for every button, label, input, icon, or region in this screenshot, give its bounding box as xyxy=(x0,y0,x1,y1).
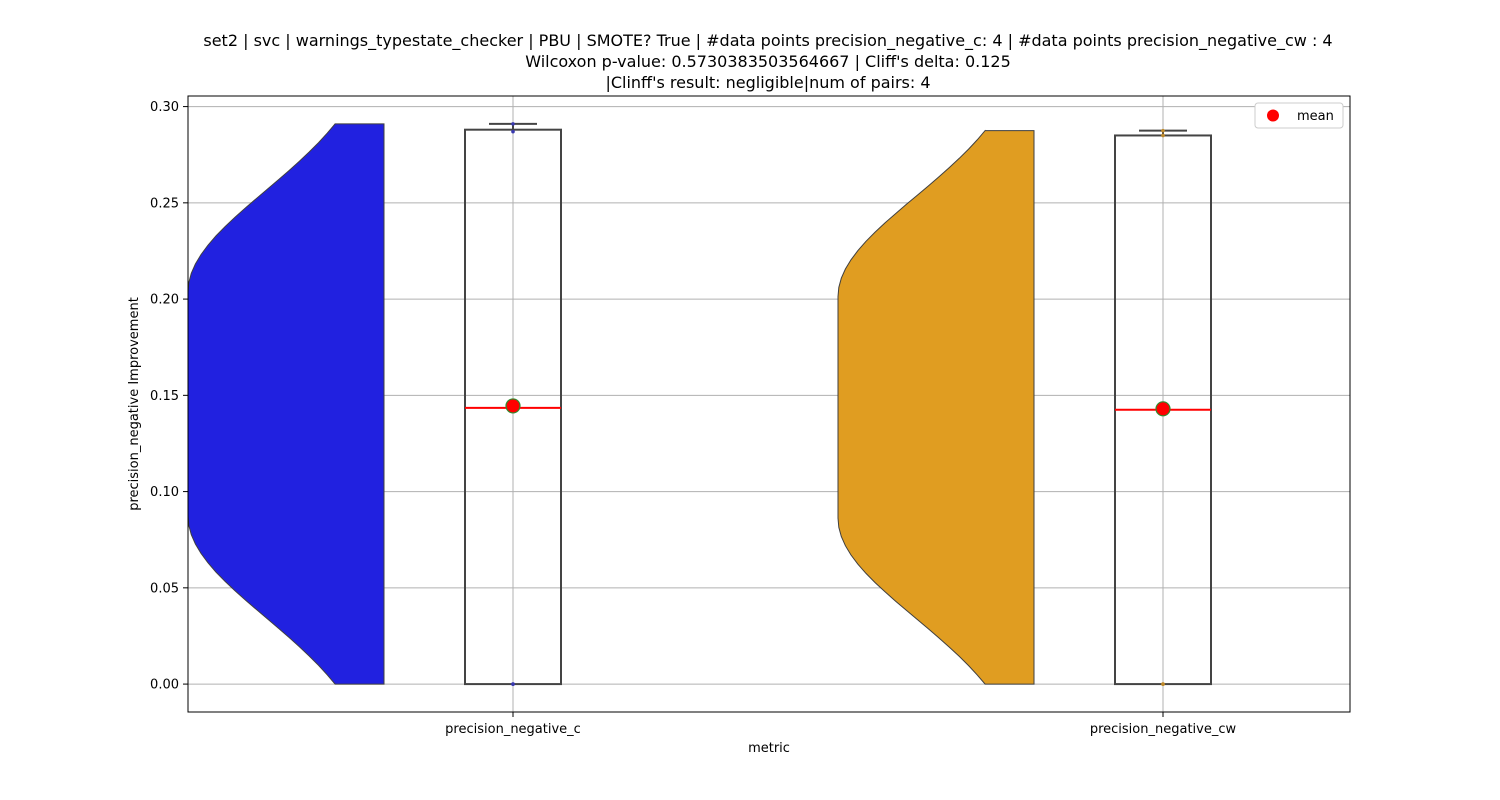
x-tick-label: precision_negative_cw xyxy=(1090,722,1237,737)
data-point xyxy=(1161,128,1165,133)
y-tick-label: 0.25 xyxy=(150,196,179,211)
plot-frame xyxy=(187,95,1351,713)
chart-title-line-3: |Clinff's result: negligible|num of pair… xyxy=(605,73,930,92)
chart-title-line-2: Wilcoxon p-value: 0.5730383503564667 | C… xyxy=(525,52,1011,71)
legend-mean-label: mean xyxy=(1297,109,1334,124)
data-point xyxy=(511,129,515,134)
y-tick-label: 0.00 xyxy=(150,678,179,693)
violin-cw xyxy=(837,129,1035,685)
legend-box xyxy=(1254,102,1344,129)
legend: mean xyxy=(1254,102,1344,129)
legend-mean-marker xyxy=(1267,109,1279,122)
y-tick-label: 0.15 xyxy=(150,389,179,404)
mean-marker xyxy=(505,398,521,414)
x-tick-label: precision_negative_c xyxy=(445,722,581,737)
violin-c xyxy=(187,123,385,685)
plot-area: 0.00 0.05 0.10 0.15 0.20 0.25 0.30 precision_ne… xyxy=(150,95,1351,737)
data-point xyxy=(1161,682,1165,686)
y-tick-label: 0.10 xyxy=(150,485,179,500)
data-point xyxy=(511,122,515,126)
y-axis-label: precision_negative Improvement xyxy=(127,297,142,511)
chart-title-line-1: set2 | svc | warnings_typestate_checker … xyxy=(203,31,1332,51)
y-tick-label: 0.20 xyxy=(150,293,179,308)
data-point xyxy=(511,682,515,686)
y-tick-label: 0.30 xyxy=(150,100,179,115)
mean-marker xyxy=(1155,401,1171,417)
data-point xyxy=(1161,133,1165,138)
x-axis-label: metric xyxy=(748,741,790,756)
y-tick-label: 0.05 xyxy=(150,581,179,596)
